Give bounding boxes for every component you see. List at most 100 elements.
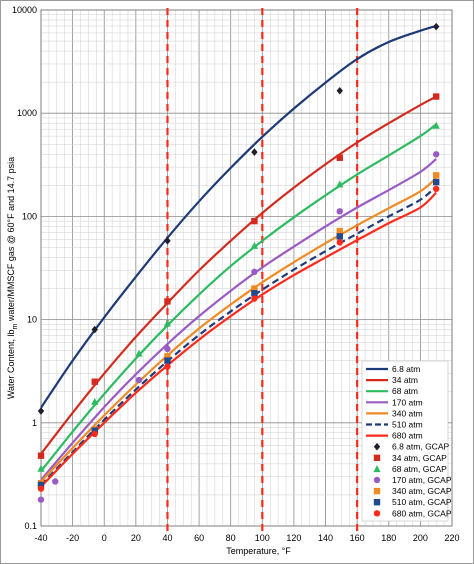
x-tick-label: 180 xyxy=(381,533,396,543)
y-tick-label: 1 xyxy=(32,418,37,428)
data-point xyxy=(336,154,343,161)
data-point xyxy=(251,217,258,225)
series-line-34-atm xyxy=(40,95,437,455)
series-line-68-atm xyxy=(40,123,437,472)
x-tick-label: 220 xyxy=(444,533,459,543)
legend-marker xyxy=(373,442,381,451)
data-point xyxy=(336,208,343,215)
data-point xyxy=(37,481,45,489)
data-point xyxy=(135,349,143,357)
legend-label: 510 atm xyxy=(392,420,423,430)
data-point xyxy=(37,407,45,415)
legend-label: 680 atm, GCAP xyxy=(392,508,452,518)
data-point xyxy=(91,430,98,438)
data-point xyxy=(91,427,98,434)
legend-label: 340 atm xyxy=(392,408,423,418)
legend-label: 68 atm xyxy=(392,386,418,396)
x-tick-label: 20 xyxy=(131,533,141,543)
data-point xyxy=(251,285,258,292)
legend-label: 510 atm, GCAP xyxy=(392,497,452,507)
series-line-6.8-atm xyxy=(40,24,437,409)
data-point xyxy=(91,325,98,334)
legend-marker xyxy=(373,454,381,461)
data-point xyxy=(251,295,258,302)
x-tick-label: 140 xyxy=(318,533,333,543)
data-point xyxy=(164,353,171,360)
data-point xyxy=(336,180,344,188)
legend-marker xyxy=(373,487,381,495)
series-line-680-atm xyxy=(40,191,437,488)
data-point xyxy=(37,496,45,503)
x-tick-label: 100 xyxy=(255,533,270,543)
y-tick-label: 100 xyxy=(22,211,37,221)
data-point xyxy=(336,233,343,240)
legend-label: 34 atm xyxy=(392,375,418,385)
data-point xyxy=(251,148,258,156)
x-axis-title: Temperature, °F xyxy=(226,546,291,556)
x-tick-label: 200 xyxy=(413,533,428,543)
y-axis-title-subscript: m xyxy=(12,323,19,329)
data-point xyxy=(250,241,259,249)
data-point xyxy=(336,239,343,246)
x-tick-label: -20 xyxy=(66,533,79,543)
x-tick-label: 160 xyxy=(350,533,365,543)
data-point xyxy=(336,227,343,235)
data-point xyxy=(251,290,258,297)
data-point xyxy=(91,378,98,385)
data-point xyxy=(37,464,45,472)
legend-marker xyxy=(373,476,381,484)
y-tick-label: 10000 xyxy=(12,5,37,15)
x-tick-label: 0 xyxy=(102,533,107,543)
data-point xyxy=(432,151,440,158)
x-tick-label: 40 xyxy=(162,533,172,543)
data-point xyxy=(91,397,99,405)
data-point xyxy=(251,268,258,276)
data-point xyxy=(164,357,171,364)
data-point xyxy=(164,345,171,353)
legend-label: 68 atm, GCAP xyxy=(392,464,447,474)
legend-label: 170 atm xyxy=(392,397,423,407)
legend-marker xyxy=(373,465,381,473)
legend-label: 6.8 atm, GCAP xyxy=(392,442,449,452)
data-point xyxy=(432,93,440,100)
legend-marker xyxy=(373,499,381,506)
legend-label: 34 atm, GCAP xyxy=(392,453,447,463)
y-axis-title-part: water/MMSCF gas @ 60°F and 14.7 psia xyxy=(6,157,16,324)
data-point xyxy=(163,319,172,327)
data-point xyxy=(432,121,440,129)
x-tick-label: -40 xyxy=(34,533,47,543)
series-line-510-atm xyxy=(40,185,437,486)
y-axis-title: Water Content, lbm water/MMSCF gas @ 60°… xyxy=(6,157,19,399)
data-point xyxy=(37,452,45,459)
data-point xyxy=(164,298,171,305)
data-point xyxy=(37,485,45,492)
legend-marker xyxy=(373,510,381,517)
data-point xyxy=(432,178,440,186)
legend-label: 680 atm xyxy=(392,431,423,441)
legend-label: 6.8 atm xyxy=(392,364,420,374)
series-line-170-atm xyxy=(40,158,437,481)
y-tick-label: 0.1 xyxy=(24,521,37,531)
data-point xyxy=(432,185,440,193)
x-tick-label: 80 xyxy=(226,533,236,543)
data-point xyxy=(135,376,143,384)
data-point xyxy=(336,86,343,95)
data-point xyxy=(52,478,59,485)
y-tick-label: 10 xyxy=(27,315,37,325)
x-tick-label: 120 xyxy=(286,533,301,543)
legend-box xyxy=(361,360,449,522)
series-line-340-atm xyxy=(40,177,437,483)
y-tick-label: 1000 xyxy=(17,108,37,118)
legend-label: 170 atm, GCAP xyxy=(392,475,452,485)
x-tick-label: 60 xyxy=(194,533,204,543)
data-point xyxy=(164,237,171,245)
data-point xyxy=(432,22,440,31)
plot-border xyxy=(40,9,453,527)
y-axis-title-part: Water Content, lb xyxy=(6,329,16,399)
data-point xyxy=(164,363,171,370)
legend-label: 340 atm, GCAP xyxy=(392,486,452,496)
data-point xyxy=(432,172,440,179)
